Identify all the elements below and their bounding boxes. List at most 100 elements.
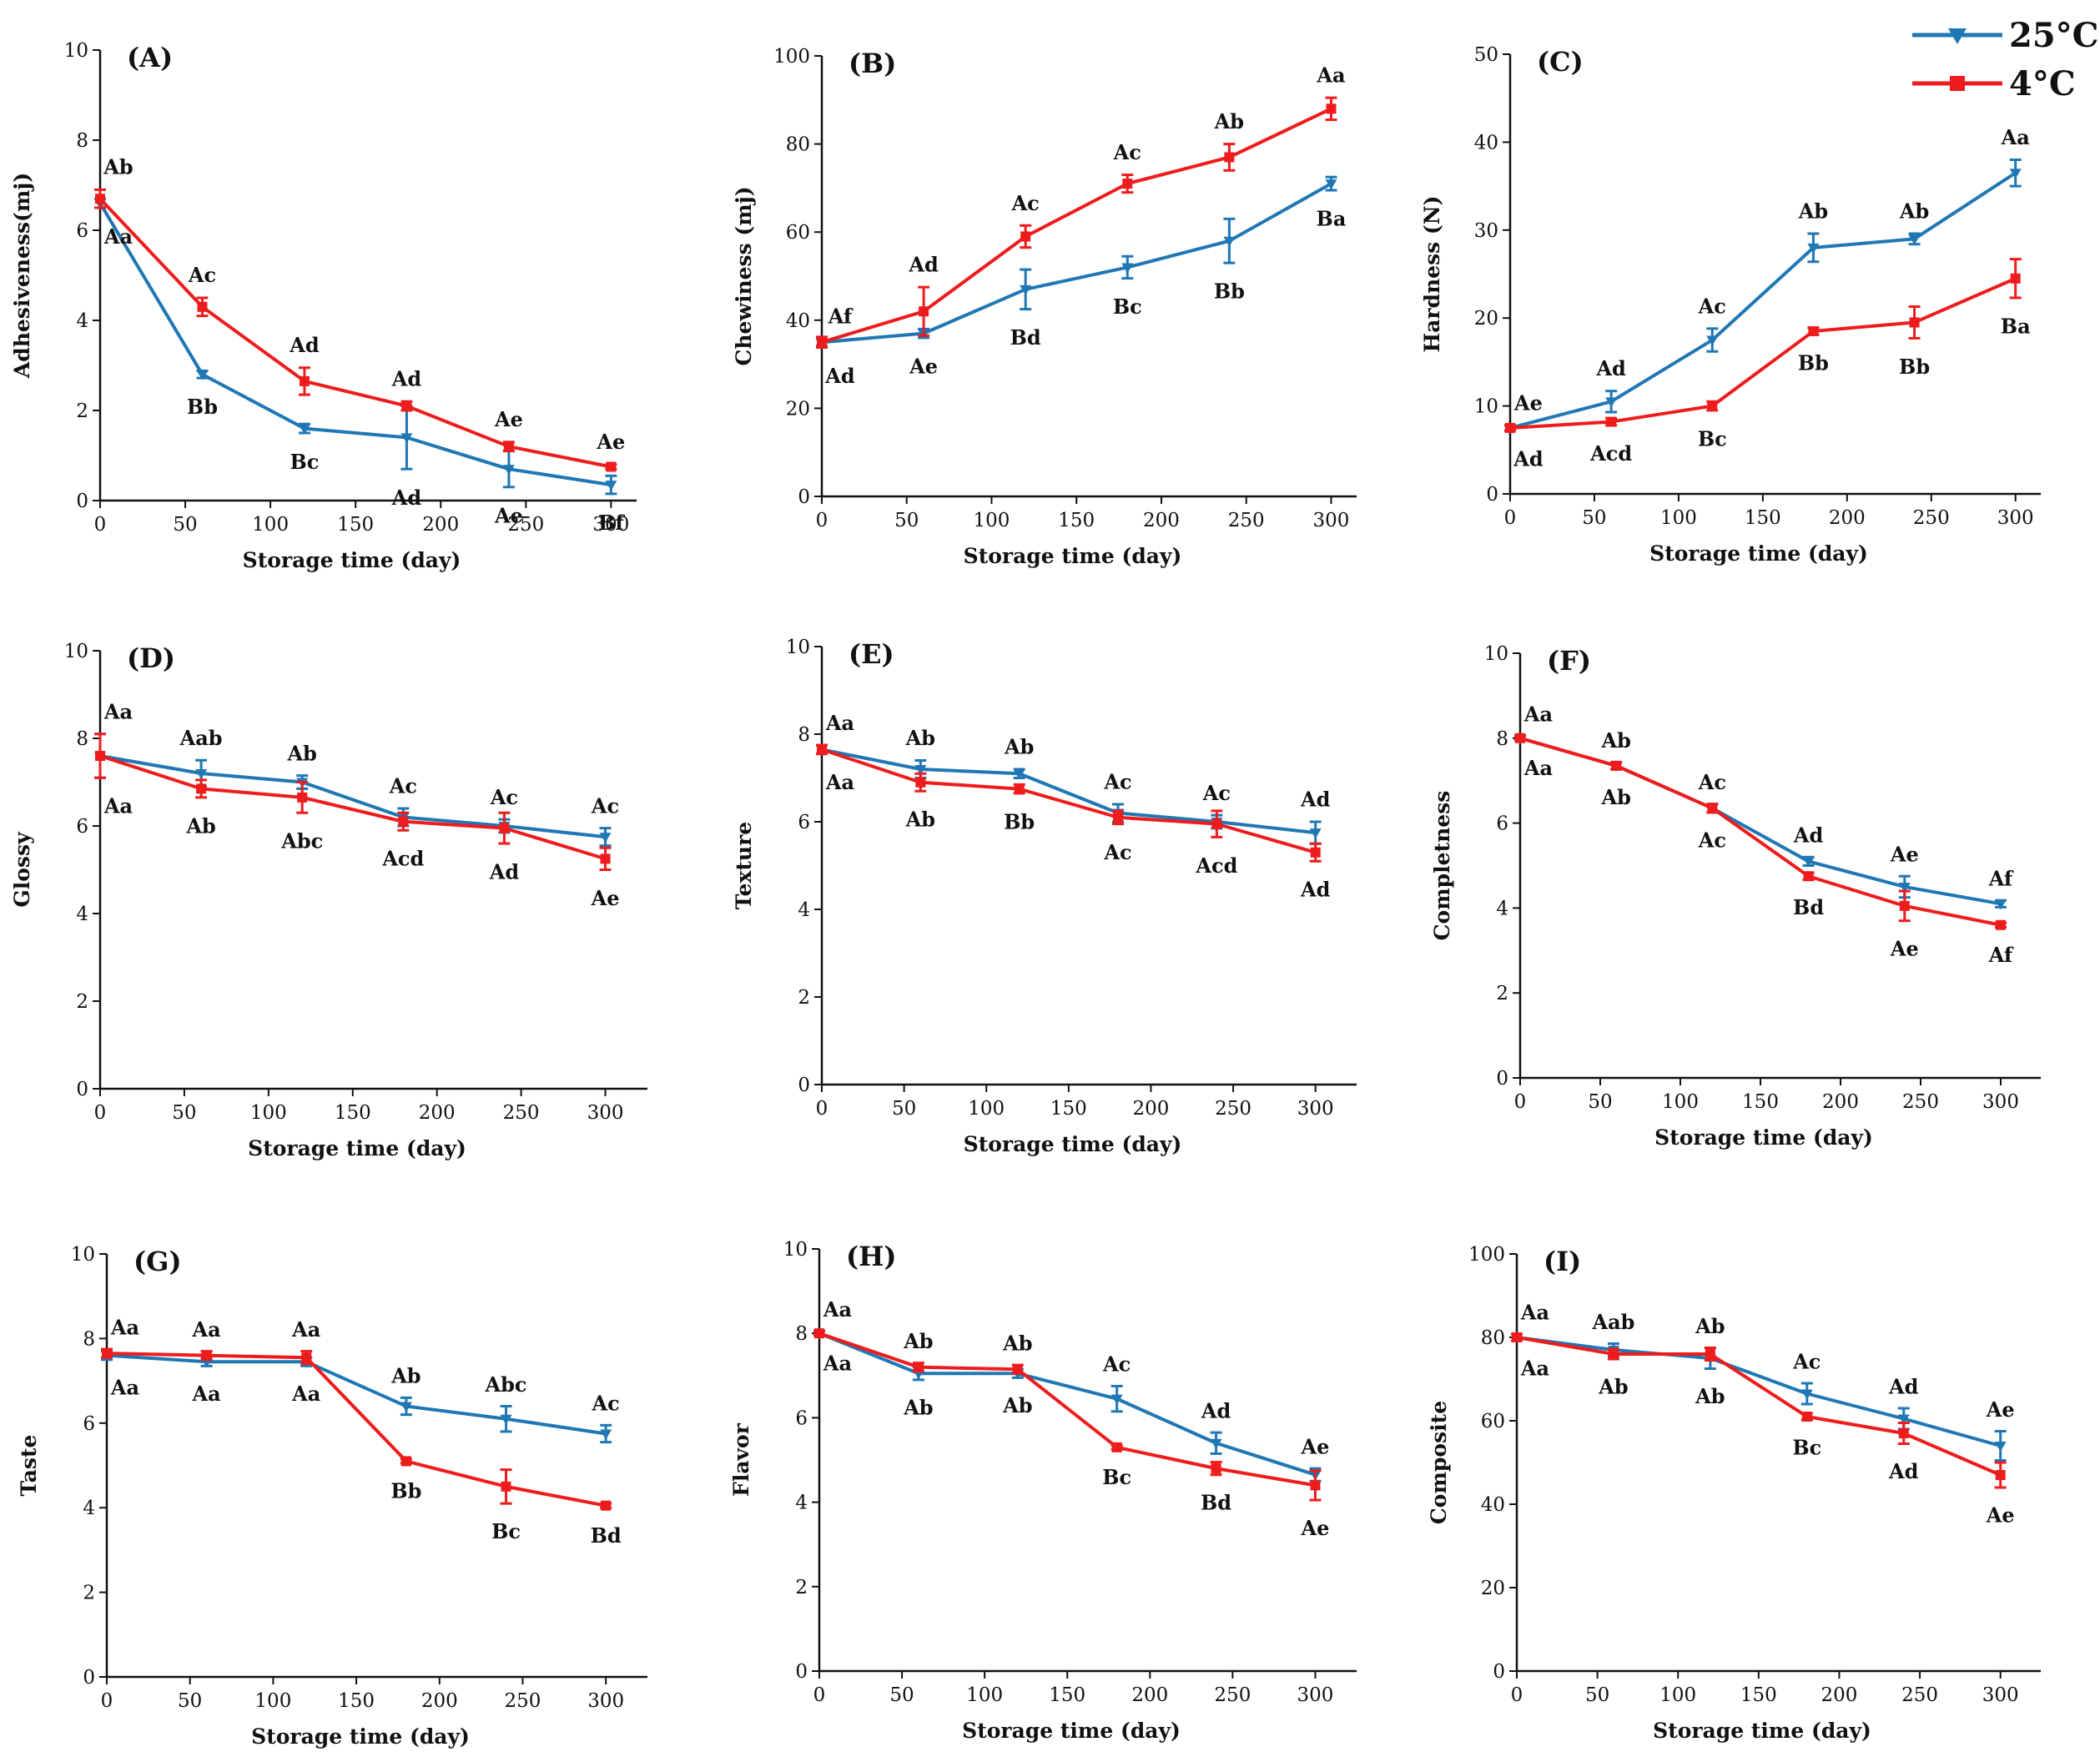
- significance-label: Bb: [1899, 355, 1930, 379]
- x-axis-title: Storage time (day): [964, 1132, 1182, 1156]
- significance-label: Ae: [1986, 1503, 2015, 1528]
- x-tick-label: 50: [1585, 1684, 1609, 1706]
- significance-label: Acd: [381, 847, 424, 871]
- significance-label: Ae: [1513, 390, 1543, 415]
- x-tick-label: 200: [1821, 1684, 1858, 1706]
- data-point: [1326, 103, 1337, 114]
- y-tick-label: 2: [795, 1577, 808, 1598]
- data-point: [1897, 1414, 1910, 1425]
- significance-label: Ad: [1888, 1459, 1919, 1483]
- y-axis-title: Glossy: [10, 831, 34, 908]
- significance-label: Ac: [1103, 840, 1131, 864]
- series-4c: [94, 188, 617, 472]
- x-tick-label: 100: [1660, 507, 1697, 529]
- panel-title: (B): [849, 48, 896, 79]
- x-tick-label: 250: [507, 514, 544, 536]
- x-tick-label: 0: [816, 1098, 828, 1120]
- data-point: [299, 375, 310, 386]
- series-line: [1509, 171, 2017, 430]
- y-tick-label: 10: [64, 641, 88, 662]
- significance-label: Ab: [1695, 1314, 1725, 1338]
- significance-label: Ac: [1792, 1350, 1821, 1374]
- data-point: [1515, 733, 1525, 743]
- data-point: [1309, 828, 1322, 839]
- x-tick-label: 250: [503, 1102, 540, 1124]
- y-tick-label: 20: [1474, 308, 1498, 330]
- data-point: [1122, 179, 1133, 189]
- significance-label: Ab: [1600, 785, 1630, 809]
- x-tick-label: 100: [254, 1690, 291, 1712]
- significance-label: Bc: [1102, 1465, 1131, 1489]
- y-tick-label: 0: [76, 1079, 88, 1100]
- x-tick-label: 200: [1822, 1091, 1859, 1113]
- x-tick-label: 200: [1131, 1684, 1168, 1706]
- y-tick-label: 100: [1468, 1244, 1505, 1266]
- significance-label: Ab: [1002, 1331, 1032, 1355]
- x-tick-label: 50: [1588, 1091, 1612, 1113]
- y-tick-label: 0: [1496, 1068, 1508, 1090]
- y-tick-label: 2: [83, 1583, 95, 1604]
- series-4c: [816, 743, 1322, 863]
- y-tick-label: 10: [783, 1239, 808, 1261]
- significance-label: Ac: [1113, 140, 1141, 164]
- data-point: [1898, 882, 1911, 893]
- y-tick-label: 2: [76, 400, 88, 422]
- y-tick-label: 8: [83, 1328, 95, 1350]
- chart-panel-i: 0 20 40 60 80 100 0 50 100 150 200 250 300 Storage ti…: [1427, 1244, 2041, 1743]
- data-point: [503, 441, 514, 452]
- x-tick-label: 250: [1902, 1091, 1939, 1113]
- y-tick-label: 6: [795, 1407, 808, 1429]
- significance-label: Ab: [1899, 199, 1929, 224]
- y-tick-label: 2: [1496, 983, 1508, 1004]
- y-tick-label: 2: [76, 991, 88, 1013]
- x-tick-label: 300: [1313, 510, 1350, 531]
- x-tick-label: 300: [1297, 1684, 1334, 1706]
- significance-label: Ab: [905, 726, 935, 750]
- significance-label: Bd: [1793, 895, 1824, 919]
- y-axis-title: Completness: [1430, 791, 1454, 941]
- y-tick-label: 8: [76, 728, 88, 750]
- significance-label: Ab: [1214, 109, 1244, 133]
- y-tick-label: 4: [795, 1493, 808, 1514]
- y-tick-label: 60: [786, 222, 810, 244]
- x-tick-label: 100: [974, 510, 1010, 531]
- significance-label: Ad: [1513, 447, 1544, 471]
- series-line: [821, 182, 1332, 345]
- data-point: [195, 769, 208, 779]
- significance-label: Ae: [909, 354, 938, 378]
- series-line: [106, 1353, 607, 1436]
- significance-label: Ae: [1301, 1434, 1330, 1458]
- x-tick-label: 100: [968, 1098, 1005, 1120]
- x-tick-label: 300: [587, 1102, 624, 1124]
- significance-label: Aa: [1520, 1301, 1549, 1325]
- x-tick-label: 150: [337, 514, 374, 536]
- significance-label: Ac: [490, 785, 518, 809]
- significance-label: Ae: [494, 504, 523, 528]
- series-line: [1519, 736, 2002, 927]
- data-point: [1121, 263, 1134, 274]
- significance-label: Ae: [596, 430, 625, 454]
- x-tick-label: 0: [101, 1690, 113, 1712]
- legend-label: 4°C: [2009, 64, 2076, 103]
- significance-label: Aa: [192, 1317, 221, 1342]
- x-tick-label: 300: [1297, 1098, 1334, 1120]
- data-point: [817, 337, 827, 348]
- y-axis-title: Texture: [732, 822, 756, 909]
- data-point: [499, 823, 510, 833]
- significance-label: Bd: [1201, 1490, 1231, 1514]
- significance-label: Ac: [591, 793, 619, 818]
- y-tick-label: 0: [795, 1661, 808, 1683]
- y-axis-title: Hardness (N): [1420, 196, 1444, 353]
- significance-label: Aa: [103, 224, 133, 249]
- significance-label: Ac: [1698, 770, 1726, 794]
- significance-label: Ab: [905, 808, 935, 832]
- y-tick-label: 6: [76, 816, 88, 838]
- x-tick-label: 50: [1582, 507, 1606, 529]
- x-tick-label: 150: [335, 1102, 371, 1124]
- data-point: [398, 816, 409, 827]
- data-point: [914, 765, 927, 775]
- data-point: [600, 1429, 612, 1440]
- x-tick-label: 250: [1214, 1684, 1251, 1706]
